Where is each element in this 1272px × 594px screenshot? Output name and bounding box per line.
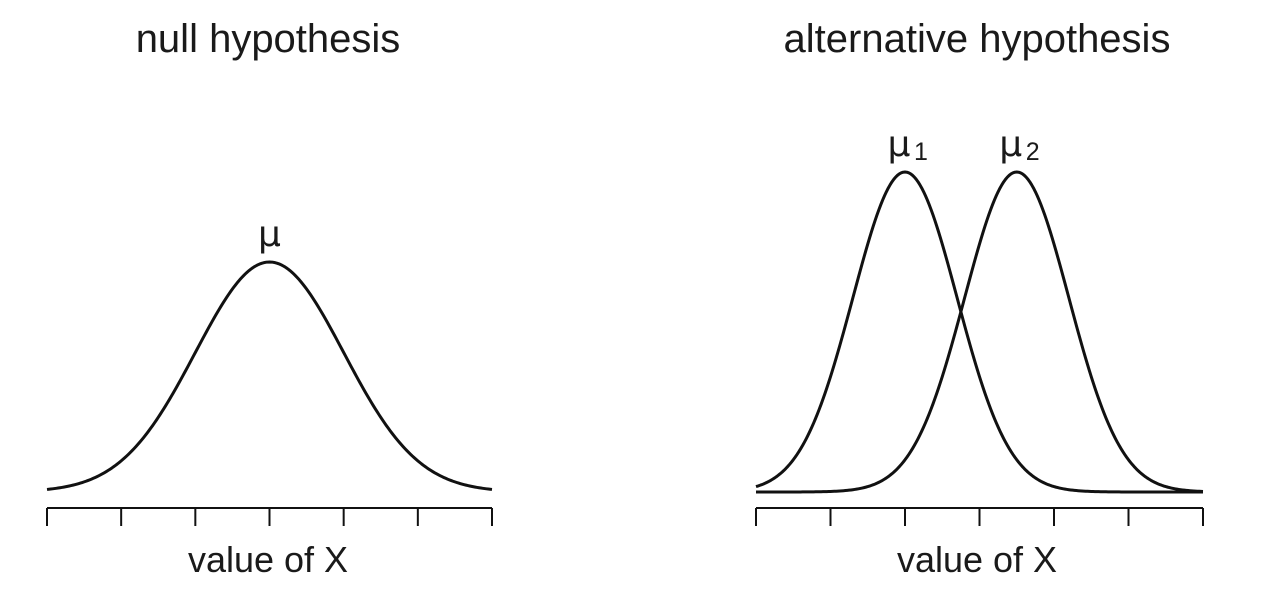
xlabel-alternative: value of X [897,539,1057,580]
title-alternative: alternative hypothesis [784,17,1171,61]
xlabel-null: value of X [188,539,348,580]
density-curve-1 [755,170,1203,494]
mean-label-subscript: 1 [914,138,928,166]
density-curve-2 [756,170,1204,494]
density-curve [46,260,493,491]
panel-null: null hypothesis μ value of X [46,17,493,580]
plot-area-null: μ [46,214,493,526]
title-null: null hypothesis [136,17,401,61]
mean-label: μ [258,214,281,255]
mean-label: μ [888,124,911,165]
mean-label: μ [999,124,1022,165]
mean-label-subscript: 2 [1026,138,1040,166]
